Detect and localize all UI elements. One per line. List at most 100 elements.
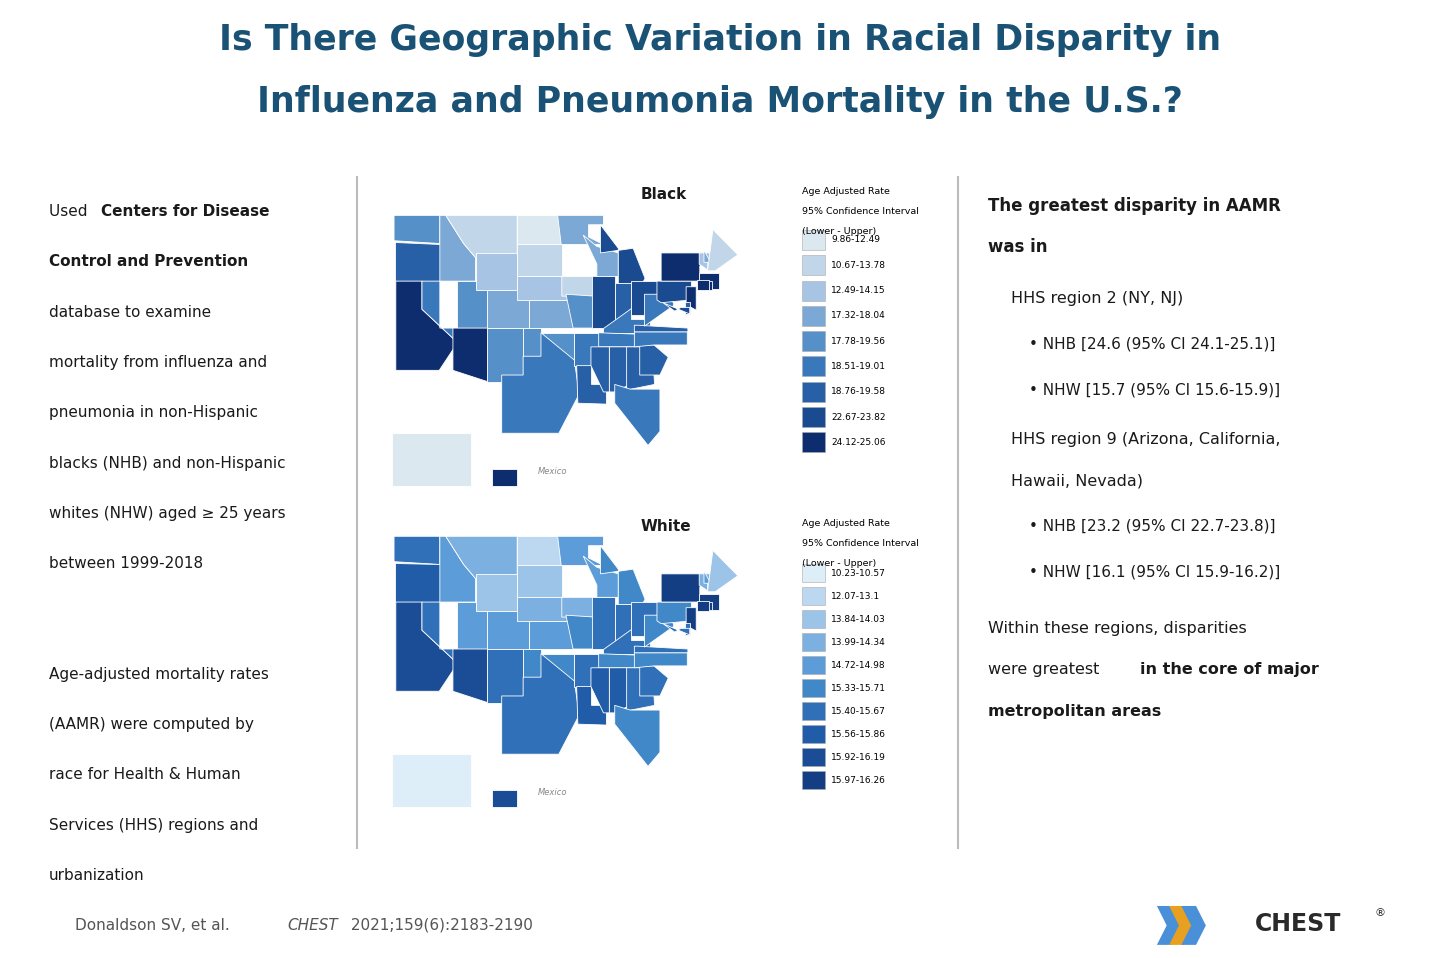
- Polygon shape: [528, 300, 573, 328]
- Polygon shape: [583, 235, 618, 277]
- Text: blacks (NHB) and non-Hispanic: blacks (NHB) and non-Hispanic: [49, 456, 285, 470]
- Text: in the core of major: in the core of major: [1140, 663, 1319, 677]
- Polygon shape: [615, 604, 631, 642]
- Polygon shape: [626, 668, 655, 711]
- Text: Influenza and Pneumonia Mortality in the U.S.?: Influenza and Pneumonia Mortality in the…: [258, 85, 1182, 119]
- Text: 10.67-13.78: 10.67-13.78: [831, 261, 886, 270]
- Text: 14.72-14.98: 14.72-14.98: [831, 661, 886, 670]
- Polygon shape: [603, 629, 649, 653]
- Polygon shape: [557, 536, 603, 565]
- Polygon shape: [609, 347, 631, 392]
- Polygon shape: [575, 653, 600, 687]
- Text: HHS region 9 (Arizona, California,: HHS region 9 (Arizona, California,: [1011, 432, 1280, 447]
- Polygon shape: [456, 602, 487, 649]
- Bar: [802, 255, 825, 275]
- Text: Age Adjusted Rate: Age Adjusted Rate: [802, 519, 890, 528]
- Polygon shape: [583, 556, 618, 598]
- Bar: [802, 656, 825, 674]
- Text: Black: Black: [641, 188, 687, 202]
- Polygon shape: [599, 653, 651, 668]
- Bar: [802, 725, 825, 743]
- Polygon shape: [492, 790, 517, 807]
- Polygon shape: [590, 347, 609, 392]
- Polygon shape: [657, 281, 691, 303]
- Polygon shape: [566, 615, 606, 653]
- Polygon shape: [446, 536, 517, 579]
- Polygon shape: [697, 280, 708, 290]
- Polygon shape: [422, 281, 454, 339]
- Polygon shape: [635, 647, 688, 652]
- Polygon shape: [422, 602, 454, 660]
- Text: • NHW [16.1 (95% CI 15.9-16.2)]: • NHW [16.1 (95% CI 15.9-16.2)]: [1030, 564, 1280, 580]
- Polygon shape: [576, 687, 606, 725]
- Text: 22.67-23.82: 22.67-23.82: [831, 413, 886, 422]
- Text: RESULTS: RESULTS: [848, 144, 935, 161]
- Text: Centers for Disease: Centers for Disease: [101, 204, 269, 219]
- Text: race for Health & Human: race for Health & Human: [49, 767, 240, 783]
- Polygon shape: [603, 308, 649, 332]
- Polygon shape: [645, 615, 674, 647]
- Text: (Lower - Upper): (Lower - Upper): [802, 559, 877, 568]
- Text: 15.92-16.19: 15.92-16.19: [831, 753, 886, 762]
- Text: 12.07-13.1: 12.07-13.1: [831, 592, 880, 601]
- Polygon shape: [662, 303, 690, 314]
- Text: urbanization: urbanization: [49, 868, 144, 883]
- Polygon shape: [501, 332, 577, 433]
- Polygon shape: [446, 216, 517, 258]
- Bar: [802, 281, 825, 301]
- Text: Used: Used: [49, 204, 92, 219]
- Text: • NHW [15.7 (95% CI 15.6-15.9)]: • NHW [15.7 (95% CI 15.6-15.9)]: [1030, 382, 1280, 397]
- Polygon shape: [685, 607, 696, 631]
- Text: CHEST: CHEST: [287, 918, 337, 933]
- Text: 95% Confidence Interval: 95% Confidence Interval: [802, 539, 919, 548]
- Polygon shape: [599, 332, 651, 347]
- Text: 24.12-25.06: 24.12-25.06: [831, 438, 886, 446]
- Text: 9.86-12.49: 9.86-12.49: [831, 236, 880, 244]
- Bar: [802, 230, 825, 250]
- Polygon shape: [456, 281, 487, 328]
- Bar: [802, 563, 825, 582]
- Text: Within these regions, disparities: Within these regions, disparities: [988, 622, 1247, 636]
- Polygon shape: [707, 230, 737, 271]
- Polygon shape: [626, 347, 655, 390]
- Polygon shape: [1156, 906, 1181, 945]
- Polygon shape: [492, 469, 517, 487]
- Polygon shape: [661, 253, 708, 281]
- Text: 13.99-14.34: 13.99-14.34: [831, 638, 886, 647]
- Polygon shape: [1169, 906, 1194, 945]
- Polygon shape: [517, 565, 562, 598]
- Polygon shape: [576, 366, 606, 404]
- Polygon shape: [487, 290, 528, 328]
- Bar: [802, 432, 825, 452]
- Polygon shape: [697, 601, 708, 611]
- Bar: [802, 609, 825, 628]
- Text: Donaldson SV, et al.: Donaldson SV, et al.: [75, 918, 235, 933]
- Text: 95% Confidence Interval: 95% Confidence Interval: [802, 207, 919, 216]
- Polygon shape: [631, 281, 657, 315]
- Text: 17.32-18.04: 17.32-18.04: [831, 311, 886, 320]
- Polygon shape: [600, 546, 645, 604]
- Text: 12.49-14.15: 12.49-14.15: [831, 286, 886, 295]
- Polygon shape: [501, 653, 577, 754]
- Text: HHS region 2 (NY, NJ): HHS region 2 (NY, NJ): [1011, 291, 1184, 306]
- Text: 15.33-15.71: 15.33-15.71: [831, 684, 886, 693]
- Text: mortality from influenza and: mortality from influenza and: [49, 355, 266, 370]
- Bar: [802, 306, 825, 326]
- Polygon shape: [528, 621, 573, 649]
- Bar: [802, 770, 825, 789]
- Polygon shape: [639, 345, 668, 375]
- Polygon shape: [396, 281, 454, 371]
- Text: • NHB [23.2 (95% CI 22.7-23.8)]: • NHB [23.2 (95% CI 22.7-23.8)]: [1030, 519, 1276, 534]
- Polygon shape: [517, 277, 569, 300]
- Polygon shape: [557, 216, 603, 244]
- Polygon shape: [700, 574, 710, 593]
- Text: pneumonia in non-Hispanic: pneumonia in non-Hispanic: [49, 405, 258, 421]
- Polygon shape: [685, 623, 690, 635]
- Polygon shape: [615, 283, 631, 321]
- Text: 15.56-15.86: 15.56-15.86: [831, 730, 886, 739]
- Polygon shape: [487, 328, 523, 381]
- Text: • NHB [24.6 (95% CI 24.1-25.1)]: • NHB [24.6 (95% CI 24.1-25.1)]: [1030, 336, 1276, 352]
- Bar: [802, 331, 825, 352]
- Text: STUDY DESIGN: STUDY DESIGN: [111, 144, 261, 161]
- Polygon shape: [615, 705, 660, 766]
